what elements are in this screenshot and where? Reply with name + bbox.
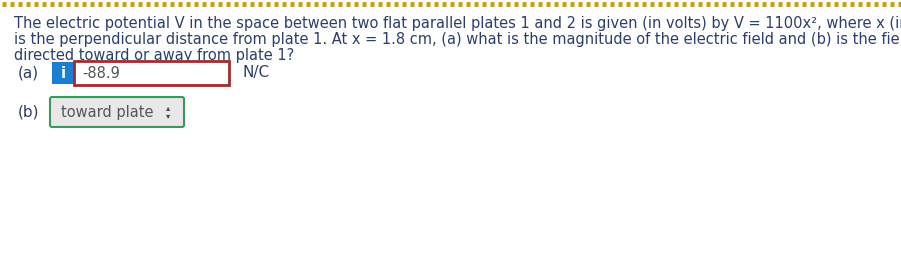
Text: N/C: N/C — [243, 66, 270, 81]
Text: directed toward or away from plate 1?: directed toward or away from plate 1? — [14, 48, 295, 63]
Text: -88.9: -88.9 — [82, 66, 120, 81]
FancyBboxPatch shape — [50, 97, 184, 127]
Text: The electric potential V in the space between two flat parallel plates 1 and 2 i: The electric potential V in the space be… — [14, 16, 901, 31]
Text: toward plate: toward plate — [61, 104, 153, 119]
FancyBboxPatch shape — [52, 62, 74, 84]
Text: is the perpendicular distance from plate 1. At x = 1.8 cm, (a) what is the magni: is the perpendicular distance from plate… — [14, 32, 901, 47]
Text: (a): (a) — [18, 66, 39, 81]
Text: i: i — [60, 66, 66, 81]
Text: ▴: ▴ — [166, 104, 170, 112]
Text: (b): (b) — [18, 104, 40, 119]
Text: ▾: ▾ — [166, 112, 170, 120]
FancyBboxPatch shape — [74, 61, 229, 85]
